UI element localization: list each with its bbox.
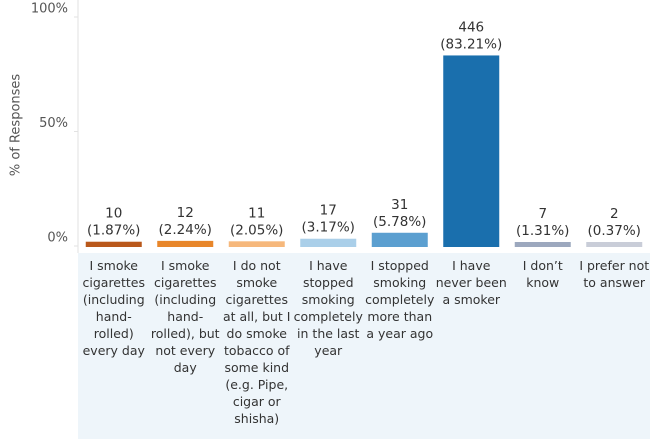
x-tick-label: I don’t know [522,258,563,290]
bar [300,238,357,247]
value-label: (0.37%) [588,223,641,239]
bar [85,241,142,247]
x-tick-label: I have stopped smoking completely in the… [293,258,363,358]
y-axis-label: % of Responses [9,74,24,177]
value-label: (5.78%) [373,214,426,230]
count-label: 10 [105,206,122,222]
count-label: 11 [248,205,265,221]
bar [157,240,214,247]
bar [371,232,428,247]
value-label: (2.05%) [230,222,283,238]
x-tick-label: I have never been a smoker [435,258,507,307]
x-tick-label: I prefer not to answer [579,258,650,290]
value-label: (1.87%) [87,223,140,239]
value-label: (83.21%) [440,36,502,52]
value-label: (3.17%) [302,220,355,236]
bar [228,241,285,247]
bar [586,242,643,247]
y-tick-label: 0% [47,231,68,246]
count-label: 12 [177,205,194,221]
category-panel: I smoke cigarettes (including hand-rolle… [78,253,650,439]
y-tick-label: 100% [31,2,68,17]
value-label: (1.31%) [516,223,569,239]
bar [514,242,571,247]
bar [443,55,500,248]
count-label: 7 [538,206,547,222]
x-tick-label: I smoke cigarettes (including hand-rolle… [82,258,146,358]
x-tick-label: I stopped smoking completely more than a… [365,258,435,341]
count-label: 446 [458,19,484,35]
count-label: 31 [391,197,408,213]
x-tick-label: I do not smoke cigarettes at all, but I … [222,258,291,426]
y-tick-label: 50% [39,116,68,131]
count-label: 2 [610,206,619,222]
x-tick-label: I smoke cigarettes (including hand-rolle… [150,258,220,375]
value-label: (2.24%) [159,222,212,238]
count-label: 17 [320,203,337,219]
